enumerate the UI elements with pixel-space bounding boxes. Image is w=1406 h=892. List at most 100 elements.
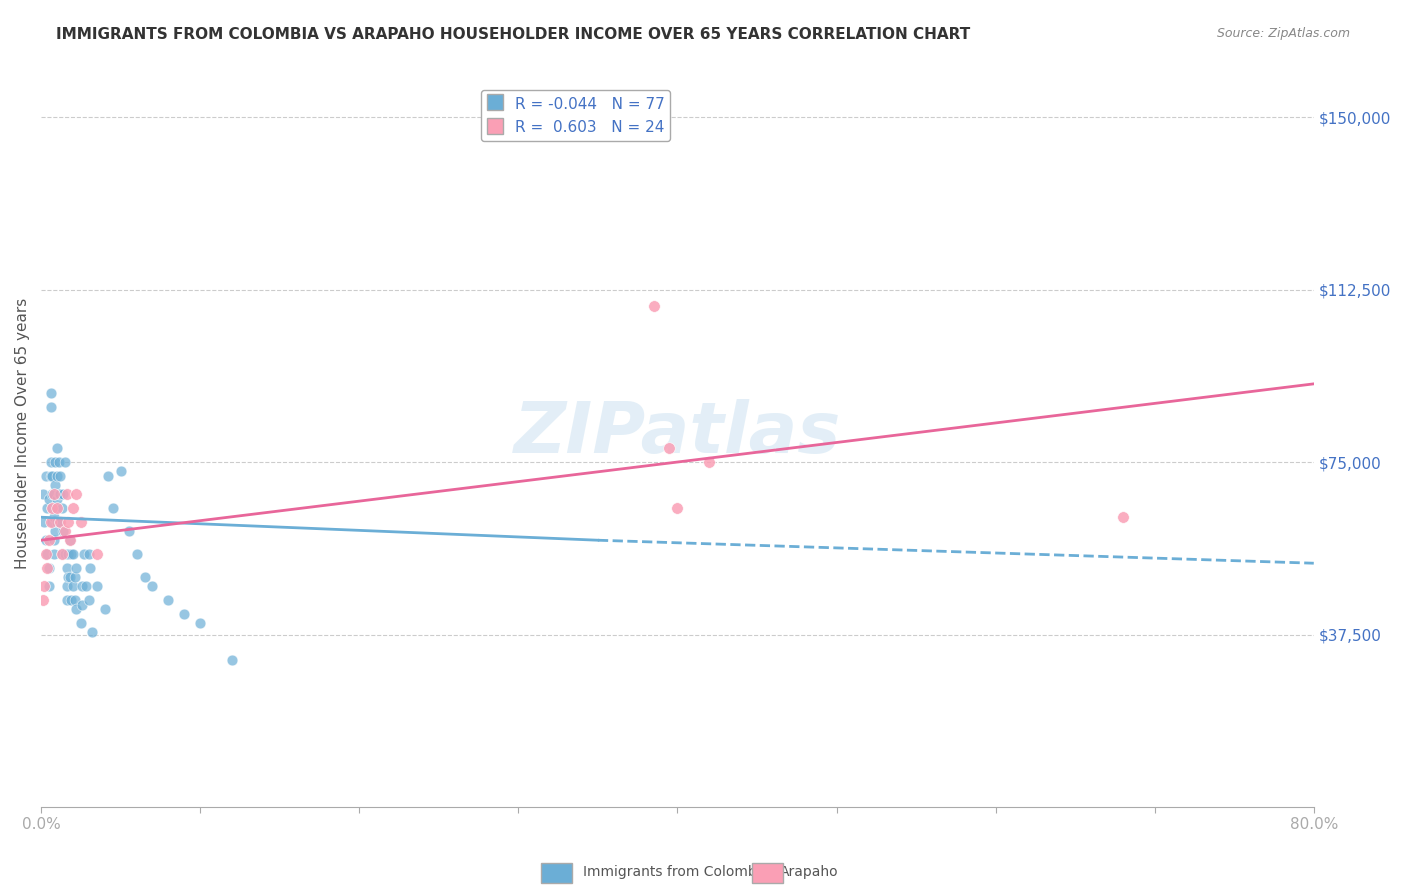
Point <box>80 625 103 640</box>
Point <box>658 442 681 456</box>
Point <box>1112 510 1135 524</box>
Point <box>65 602 87 616</box>
Point <box>41 515 63 529</box>
Point <box>31 487 53 501</box>
Point <box>93 602 115 616</box>
Point <box>697 455 720 469</box>
Point <box>38 533 60 548</box>
Text: ZIPatlas: ZIPatlas <box>513 399 841 467</box>
Point <box>59 533 82 548</box>
Point <box>59 570 82 584</box>
Text: Arapaho: Arapaho <box>780 865 839 880</box>
Point <box>52 487 75 501</box>
Point <box>44 478 66 492</box>
Point <box>56 515 79 529</box>
Point <box>55 593 77 607</box>
Point <box>42 487 65 501</box>
Point <box>141 579 163 593</box>
Text: Immigrants from Colombia: Immigrants from Colombia <box>583 865 769 880</box>
Point <box>39 515 62 529</box>
Point <box>41 501 63 516</box>
Point <box>51 547 73 561</box>
Point <box>73 547 96 561</box>
Point <box>42 487 65 501</box>
Point <box>49 515 72 529</box>
Point <box>44 524 66 538</box>
Point <box>46 491 69 506</box>
Point <box>49 468 72 483</box>
Point <box>157 593 180 607</box>
Point <box>49 487 72 501</box>
Point <box>48 487 70 501</box>
Point <box>101 501 124 516</box>
Point <box>39 468 62 483</box>
Point <box>97 468 120 483</box>
Point <box>31 593 53 607</box>
Point <box>110 464 132 478</box>
Point <box>42 533 65 548</box>
Point <box>38 561 60 575</box>
Point <box>53 524 76 538</box>
Point <box>44 501 66 516</box>
Point <box>173 607 195 621</box>
Point <box>666 501 689 516</box>
Point <box>55 561 77 575</box>
Point <box>39 455 62 469</box>
Point <box>117 524 139 538</box>
Point <box>60 547 83 561</box>
Point <box>34 515 56 529</box>
Point <box>39 386 62 401</box>
Point <box>38 579 60 593</box>
Point <box>221 653 243 667</box>
Point <box>39 400 62 414</box>
Point <box>62 501 84 516</box>
Point <box>34 579 56 593</box>
Point <box>37 561 59 575</box>
Point <box>56 547 79 561</box>
Point <box>77 593 100 607</box>
Point <box>46 501 69 516</box>
Point <box>53 455 76 469</box>
Point <box>134 570 156 584</box>
Point <box>55 579 77 593</box>
Point <box>42 510 65 524</box>
Point <box>62 579 84 593</box>
Point <box>51 547 73 561</box>
Point <box>63 593 86 607</box>
Point <box>35 533 58 548</box>
Point <box>41 501 63 516</box>
Legend: R = -0.044   N = 77, R =  0.603   N = 24: R = -0.044 N = 77, R = 0.603 N = 24 <box>481 90 671 142</box>
Point <box>643 299 665 313</box>
Point <box>77 547 100 561</box>
Point <box>46 442 69 456</box>
Point <box>46 515 69 529</box>
Point <box>48 515 70 529</box>
Point <box>51 501 73 516</box>
Point <box>63 570 86 584</box>
Point <box>70 515 93 529</box>
Point <box>44 455 66 469</box>
Point <box>125 547 148 561</box>
Point <box>59 533 82 548</box>
Point <box>38 491 60 506</box>
Point <box>41 468 63 483</box>
Point <box>55 487 77 501</box>
Point <box>46 468 69 483</box>
Point <box>42 547 65 561</box>
Point <box>48 455 70 469</box>
Point <box>56 570 79 584</box>
Text: IMMIGRANTS FROM COLOMBIA VS ARAPAHO HOUSEHOLDER INCOME OVER 65 YEARS CORRELATION: IMMIGRANTS FROM COLOMBIA VS ARAPAHO HOUS… <box>56 27 970 42</box>
Point <box>53 547 76 561</box>
Point <box>37 547 59 561</box>
Point <box>35 468 58 483</box>
Point <box>86 579 108 593</box>
Point <box>62 547 84 561</box>
Point <box>188 615 211 630</box>
Point <box>72 579 94 593</box>
Point <box>72 598 94 612</box>
Point <box>70 615 93 630</box>
Y-axis label: Householder Income Over 65 years: Householder Income Over 65 years <box>15 298 30 569</box>
Point <box>41 487 63 501</box>
Point <box>60 593 83 607</box>
Point <box>65 561 87 575</box>
